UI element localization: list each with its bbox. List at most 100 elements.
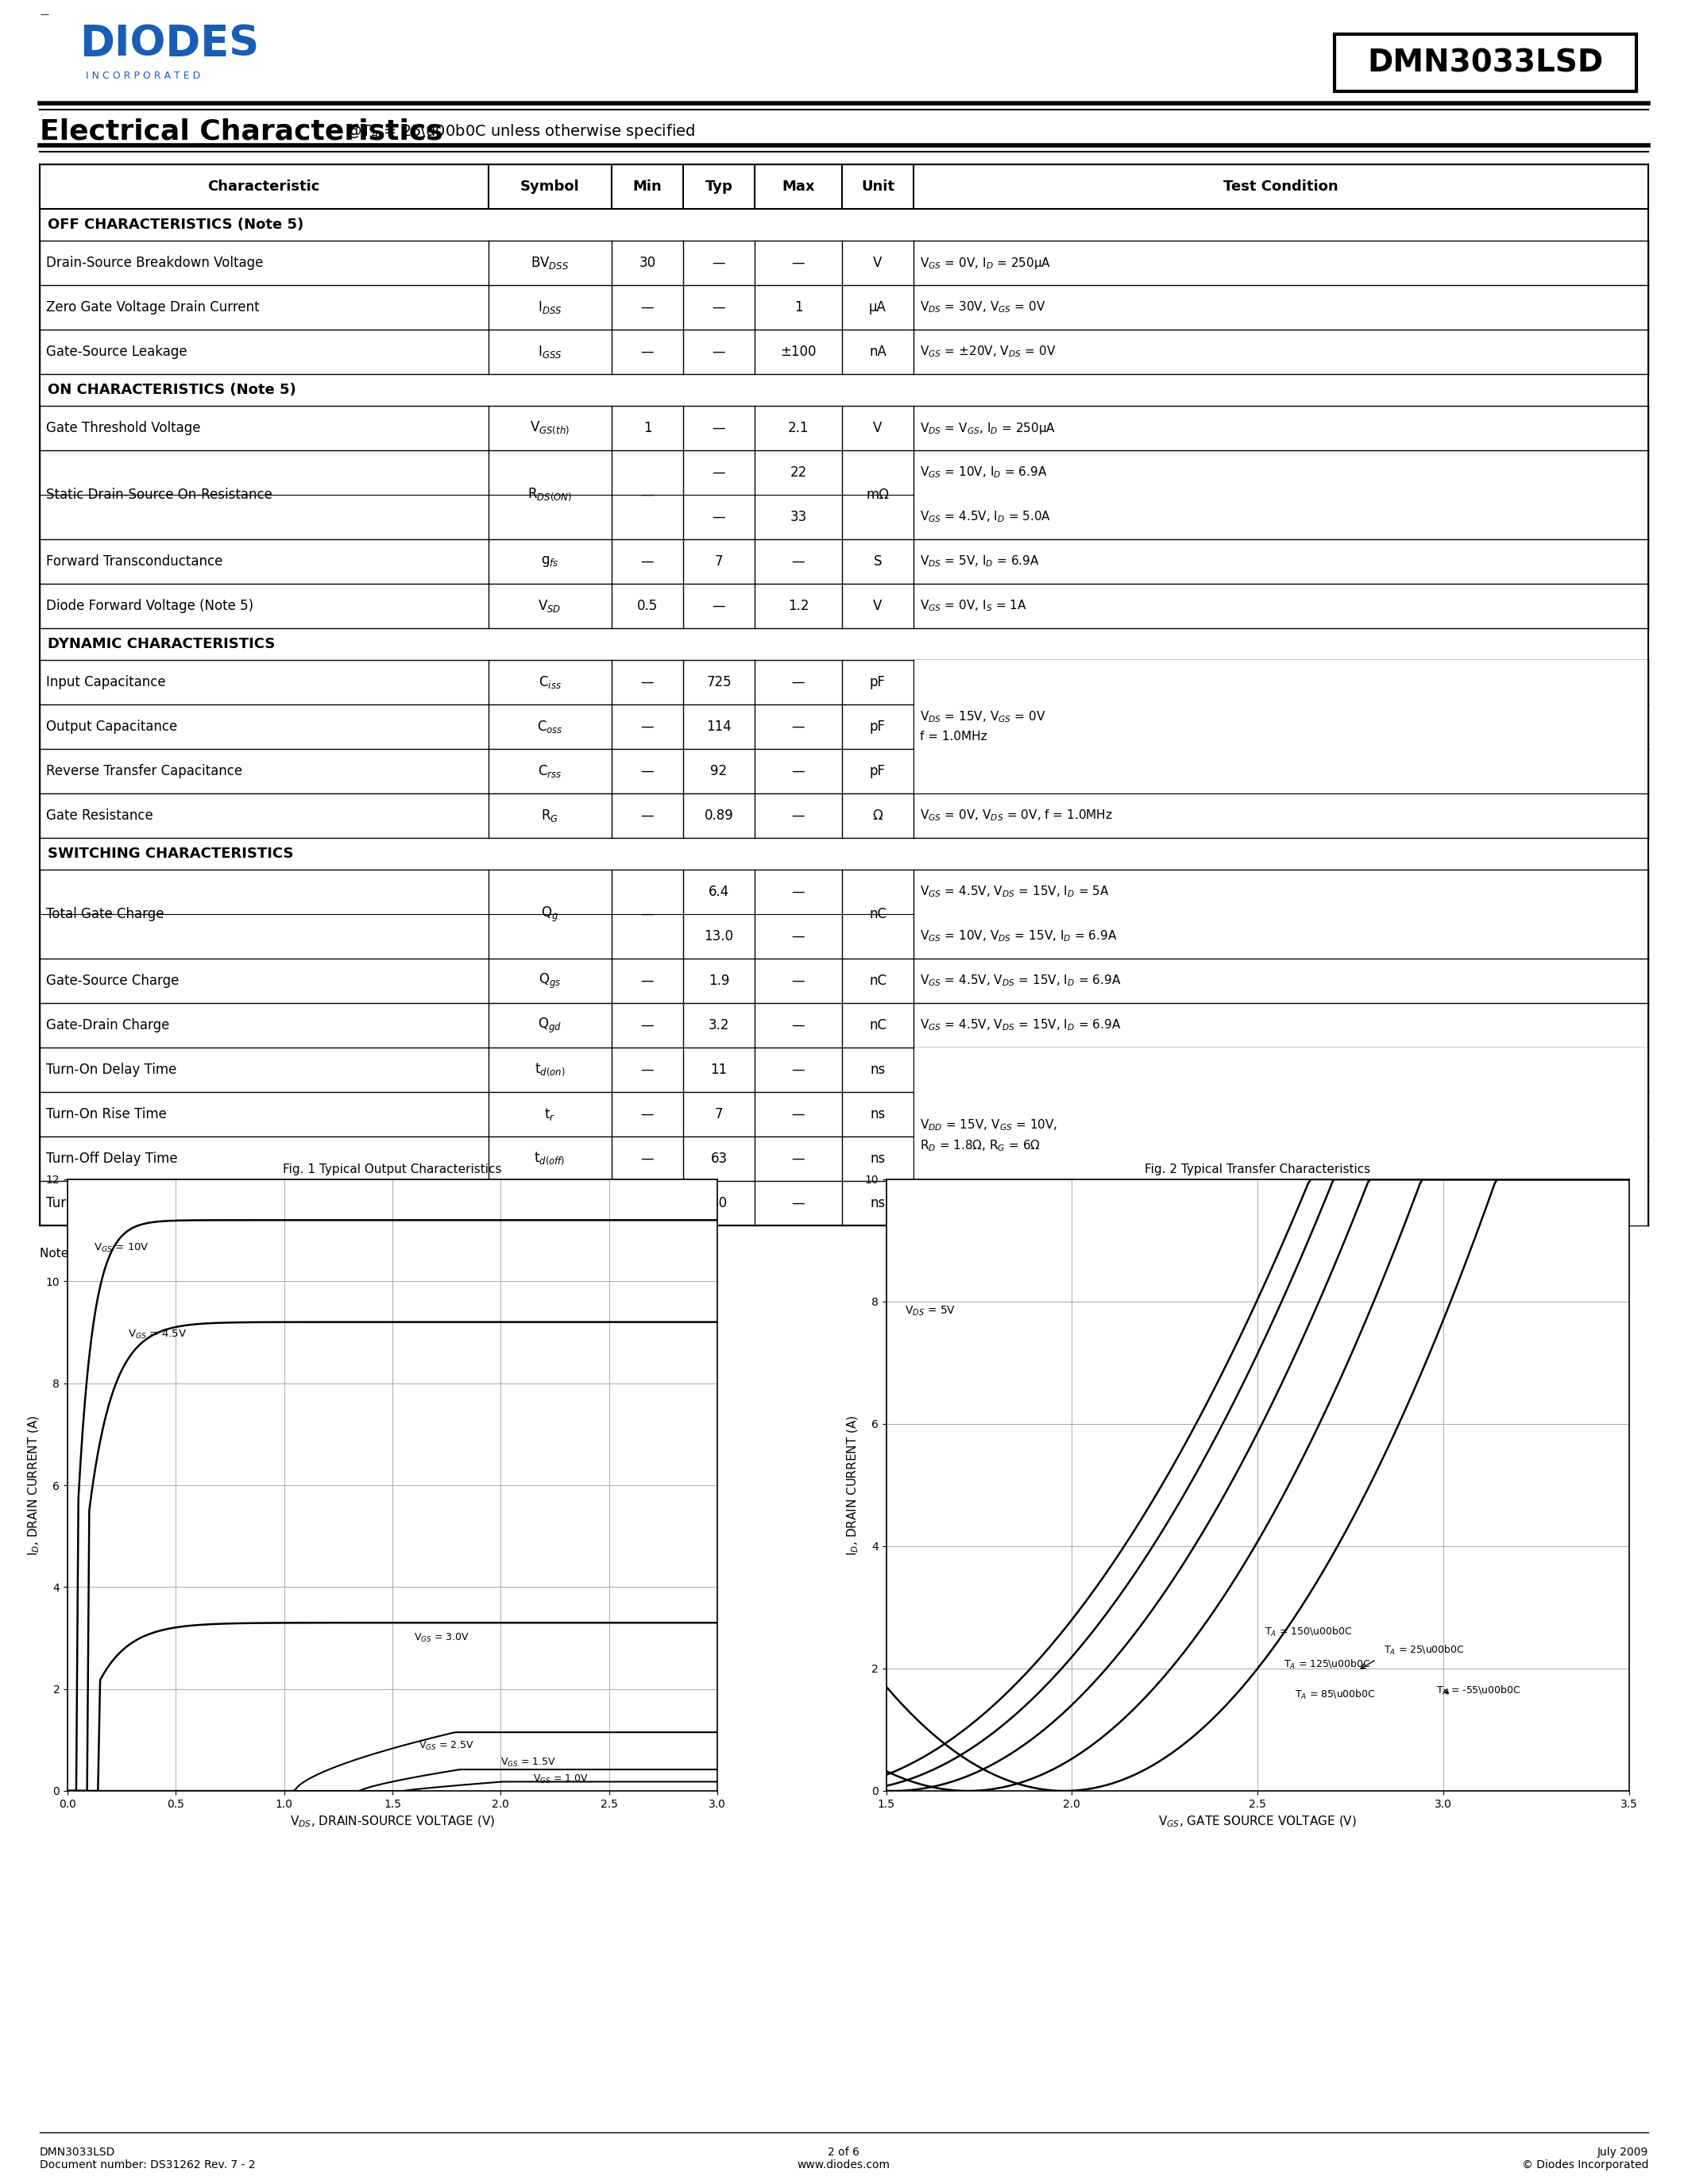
Bar — [915, 1048, 1647, 1225]
Text: BV$_{DSS}$: BV$_{DSS}$ — [530, 256, 569, 271]
Text: V$_{GS}$ = 1.0V: V$_{GS}$ = 1.0V — [533, 1773, 589, 1784]
Title: Fig. 2 Typical Transfer Characteristics: Fig. 2 Typical Transfer Characteristics — [1144, 1164, 1371, 1175]
Text: 7: 7 — [714, 555, 722, 568]
Text: Static Drain-Source On-Resistance: Static Drain-Source On-Resistance — [46, 487, 272, 502]
Text: mΩ: mΩ — [866, 487, 890, 502]
Text: 1.9: 1.9 — [709, 974, 729, 987]
Text: —: — — [641, 906, 653, 922]
Text: V$_{GS}$ = 1.5V: V$_{GS}$ = 1.5V — [501, 1756, 557, 1769]
Text: ±100: ±100 — [780, 345, 817, 358]
Text: 1.2: 1.2 — [788, 598, 809, 614]
Text: pF: pF — [869, 675, 886, 690]
Text: V$_{GS}$ = 0V, V$_{DS}$ = 0V, f = 1.0MHz: V$_{GS}$ = 0V, V$_{DS}$ = 0V, f = 1.0MHz — [920, 808, 1112, 823]
Text: Turn-On Rise Time: Turn-On Rise Time — [46, 1107, 167, 1120]
Text: R$_D$ = 1.8Ω, R$_G$ = 6Ω: R$_D$ = 1.8Ω, R$_G$ = 6Ω — [920, 1138, 1040, 1153]
Text: 6.4: 6.4 — [709, 885, 729, 900]
Text: S: S — [874, 555, 881, 568]
Text: Gate-Source Charge: Gate-Source Charge — [46, 974, 179, 987]
Text: 13.0: 13.0 — [704, 928, 734, 943]
Text: —: — — [641, 808, 653, 823]
Text: 1: 1 — [643, 422, 652, 435]
Text: R$_G$: R$_G$ — [540, 808, 559, 823]
Text: μA: μA — [869, 299, 886, 314]
Text: —: — — [641, 1151, 653, 1166]
Text: —: — — [792, 974, 805, 987]
Text: Electrical Characteristics: Electrical Characteristics — [41, 118, 442, 144]
Text: 0.89: 0.89 — [704, 808, 734, 823]
Text: V$_{GS}$ = 0V, I$_S$ = 1A: V$_{GS}$ = 0V, I$_S$ = 1A — [920, 598, 1026, 614]
Text: ns: ns — [869, 1064, 886, 1077]
Text: t$_{d(on)}$: t$_{d(on)}$ — [535, 1061, 565, 1079]
Text: V$_{GS}$ = 4.5V, I$_D$ = 5.0A: V$_{GS}$ = 4.5V, I$_D$ = 5.0A — [920, 509, 1052, 524]
Text: SWITCHING CHARACTERISTICS: SWITCHING CHARACTERISTICS — [47, 847, 294, 860]
Text: V$_{GS}$ = 0V, I$_D$ = 250μA: V$_{GS}$ = 0V, I$_D$ = 250μA — [920, 256, 1052, 271]
Text: —: — — [41, 11, 49, 17]
Text: I$_{DSS}$: I$_{DSS}$ — [537, 299, 562, 314]
Text: ON CHARACTERISTICS (Note 5): ON CHARACTERISTICS (Note 5) — [47, 382, 295, 397]
Text: Unit: Unit — [861, 179, 895, 194]
Text: V$_{GS}$ = 2.5V: V$_{GS}$ = 2.5V — [419, 1741, 474, 1752]
Text: T$_A$ = 85\u00b0C: T$_A$ = 85\u00b0C — [1295, 1688, 1376, 1701]
Y-axis label: I$_D$, DRAIN CURRENT (A): I$_D$, DRAIN CURRENT (A) — [27, 1415, 42, 1555]
Text: Min: Min — [633, 179, 662, 194]
Title: Fig. 1 Typical Output Characteristics: Fig. 1 Typical Output Characteristics — [284, 1164, 501, 1175]
Text: —: — — [712, 465, 726, 480]
Text: Drain-Source Breakdown Voltage: Drain-Source Breakdown Voltage — [46, 256, 263, 271]
Text: C$_{oss}$: C$_{oss}$ — [537, 719, 562, 734]
Text: V$_{DS}$ = 5V: V$_{DS}$ = 5V — [905, 1304, 955, 1317]
Text: Q$_{gs}$: Q$_{gs}$ — [538, 972, 560, 989]
Text: Gate-Drain Charge: Gate-Drain Charge — [46, 1018, 169, 1033]
Text: 63: 63 — [711, 1151, 728, 1166]
Text: DIODES: DIODES — [79, 24, 260, 63]
Text: Max: Max — [782, 179, 815, 194]
Text: pF: pF — [869, 719, 886, 734]
Text: V$_{DS}$ = 15V, V$_{GS}$ = 0V: V$_{DS}$ = 15V, V$_{GS}$ = 0V — [920, 710, 1047, 725]
Text: —: — — [792, 555, 805, 568]
Text: t$_r$: t$_r$ — [544, 1107, 555, 1123]
Text: Diode Forward Voltage (Note 5): Diode Forward Voltage (Note 5) — [46, 598, 253, 614]
Text: nC: nC — [869, 906, 886, 922]
Text: Gate Threshold Voltage: Gate Threshold Voltage — [46, 422, 201, 435]
Text: Turn-On Delay Time: Turn-On Delay Time — [46, 1064, 177, 1077]
Text: —: — — [712, 256, 726, 271]
Text: V: V — [873, 598, 883, 614]
Text: ns: ns — [869, 1107, 886, 1120]
Text: ns: ns — [869, 1197, 886, 1210]
Text: 0.5: 0.5 — [636, 598, 658, 614]
Text: —: — — [641, 1064, 653, 1077]
Text: g$_{fs}$: g$_{fs}$ — [540, 555, 559, 568]
Text: I N C O R P O R A T E D: I N C O R P O R A T E D — [86, 70, 201, 81]
Text: nC: nC — [869, 1018, 886, 1033]
Text: Turn-Off Fall Time: Turn-Off Fall Time — [46, 1197, 162, 1210]
Text: Q$_g$: Q$_g$ — [540, 904, 559, 924]
Text: 30: 30 — [640, 256, 655, 271]
Text: Symbol: Symbol — [520, 179, 579, 194]
Text: R$_{DS (ON)}$: R$_{DS (ON)}$ — [527, 487, 572, 502]
Text: —: — — [792, 808, 805, 823]
Bar — [915, 660, 1647, 793]
Text: —: — — [641, 764, 653, 778]
Text: —: — — [792, 928, 805, 943]
Text: —: — — [641, 1107, 653, 1120]
Text: 3.2: 3.2 — [709, 1018, 729, 1033]
Text: —: — — [641, 345, 653, 358]
Text: —: — — [792, 1107, 805, 1120]
Text: T$_A$ = 25\u00b0C: T$_A$ = 25\u00b0C — [1384, 1645, 1465, 1655]
Text: Output Capacitance: Output Capacitance — [46, 719, 177, 734]
Text: —: — — [641, 675, 653, 690]
Text: —: — — [792, 256, 805, 271]
Text: Characteristic: Characteristic — [208, 179, 321, 194]
Text: Notes:   5.  Short duration pulse test used to minimize self-heating effect.: Notes: 5. Short duration pulse test used… — [41, 1247, 488, 1260]
Text: V$_{GS}$ = 4.5V, V$_{DS}$ = 15V, I$_D$ = 5A: V$_{GS}$ = 4.5V, V$_{DS}$ = 15V, I$_D$ =… — [920, 885, 1109, 900]
Text: I$_{GSS}$: I$_{GSS}$ — [537, 343, 562, 360]
Text: DMN3033LSD: DMN3033LSD — [1367, 48, 1604, 79]
Text: C$_{iss}$: C$_{iss}$ — [538, 675, 560, 690]
Text: —: — — [712, 598, 726, 614]
Text: Zero Gate Voltage Drain Current: Zero Gate Voltage Drain Current — [46, 299, 260, 314]
Text: —: — — [712, 509, 726, 524]
Text: Test Condition: Test Condition — [1224, 179, 1339, 194]
Text: 30: 30 — [711, 1197, 728, 1210]
Text: —: — — [641, 719, 653, 734]
Text: Ω: Ω — [873, 808, 883, 823]
Text: Total Gate Charge: Total Gate Charge — [46, 906, 164, 922]
